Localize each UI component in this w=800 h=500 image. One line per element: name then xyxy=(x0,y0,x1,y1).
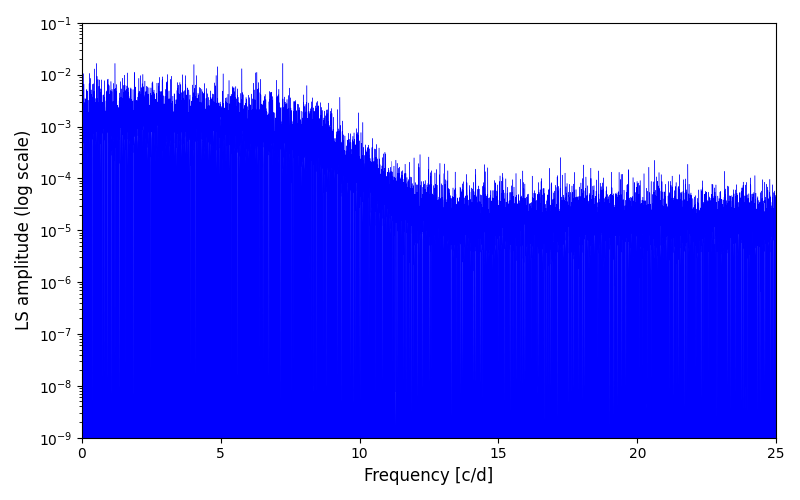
X-axis label: Frequency [c/d]: Frequency [c/d] xyxy=(364,467,494,485)
Y-axis label: LS amplitude (log scale): LS amplitude (log scale) xyxy=(15,130,33,330)
